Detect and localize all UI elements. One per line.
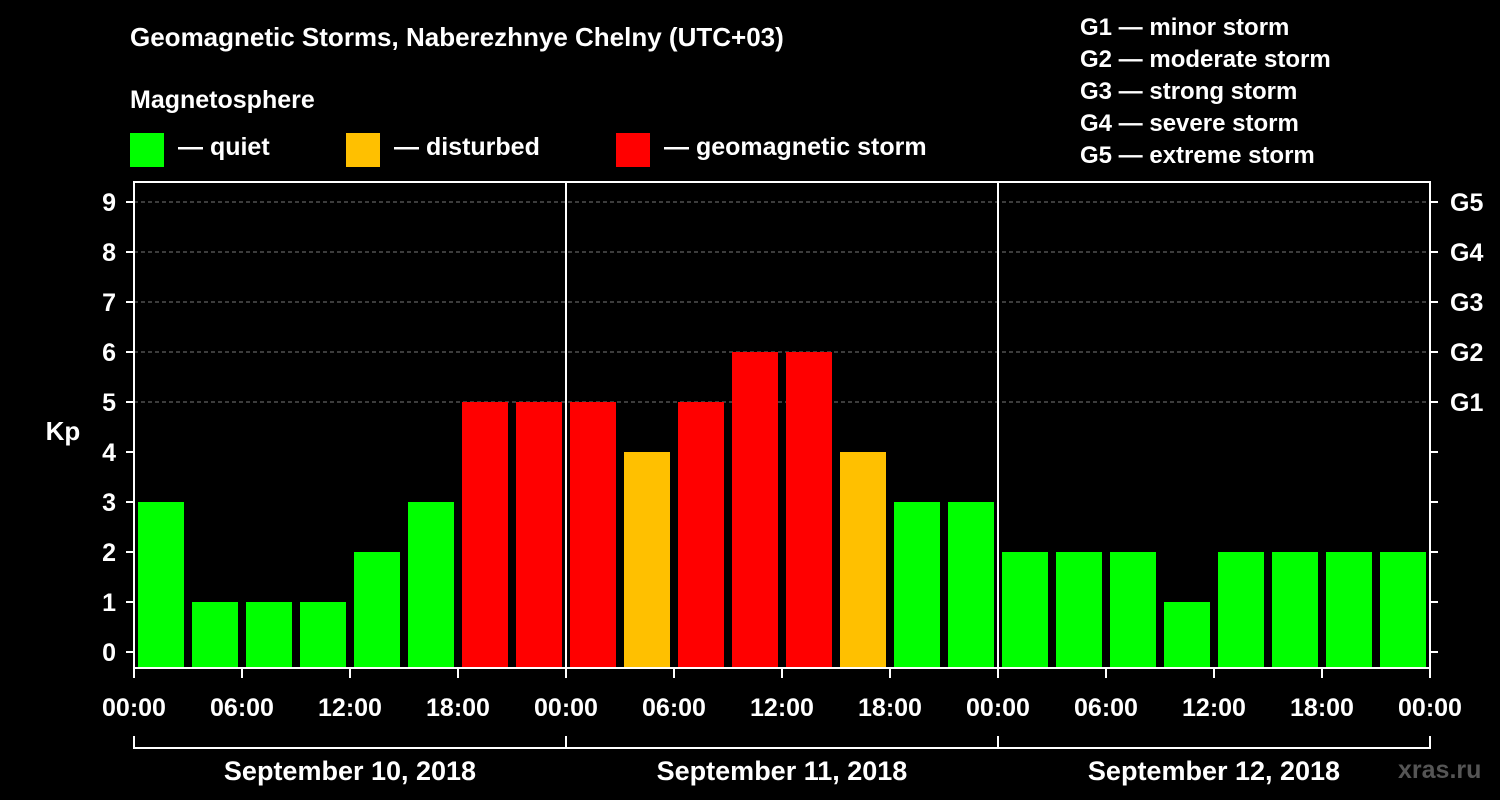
g-legend-item-g3: G3 — strong storm — [1080, 78, 1298, 105]
legend-swatch-disturbed — [346, 133, 380, 167]
x-tick-label-1: 06:00 — [210, 694, 274, 722]
bar-12 — [786, 352, 832, 668]
x-tick-label-3: 18:00 — [426, 694, 490, 722]
g-level-label-g2: G2 — [1450, 339, 1483, 367]
bar-18 — [1110, 552, 1156, 668]
y-tick-label-2: 2 — [102, 539, 116, 567]
x-tick-label-12: 00:00 — [1398, 694, 1462, 722]
g-legend-item-g1: G1 — minor storm — [1080, 14, 1290, 41]
g-level-label-g1: G1 — [1450, 389, 1483, 417]
bar-15 — [948, 502, 994, 668]
watermark: xras.ru — [1398, 756, 1482, 784]
bar-9 — [624, 452, 670, 668]
x-tick-label-11: 18:00 — [1290, 694, 1354, 722]
bar-6 — [462, 402, 508, 668]
bar-23 — [1380, 552, 1426, 668]
g-level-label-g3: G3 — [1450, 289, 1483, 317]
magnetosphere-legend-title: Magnetosphere — [130, 86, 315, 114]
x-tick-label-5: 06:00 — [642, 694, 706, 722]
x-tick-label-10: 12:00 — [1182, 694, 1246, 722]
x-tick-label-7: 18:00 — [858, 694, 922, 722]
bar-16 — [1002, 552, 1048, 668]
g-level-label-g4: G4 — [1450, 239, 1483, 267]
y-tick-label-6: 6 — [102, 339, 116, 367]
bar-2 — [246, 602, 292, 668]
legend-swatch-storm — [616, 133, 650, 167]
x-tick-label-4: 00:00 — [534, 694, 598, 722]
bar-4 — [354, 552, 400, 668]
g-level-label-g5: G5 — [1450, 189, 1483, 217]
y-tick-label-9: 9 — [102, 189, 116, 217]
bar-0 — [138, 502, 184, 668]
bar-19 — [1164, 602, 1210, 668]
x-tick-label-2: 12:00 — [318, 694, 382, 722]
bar-8 — [570, 402, 616, 668]
x-tick-label-0: 00:00 — [102, 694, 166, 722]
y-tick-label-1: 1 — [102, 589, 116, 617]
y-tick-label-3: 3 — [102, 489, 116, 517]
y-tick-label-7: 7 — [102, 289, 116, 317]
g-legend-item-g4: G4 — severe storm — [1080, 110, 1299, 137]
y-tick-label-8: 8 — [102, 239, 116, 267]
g-legend-item-g5: G5 — extreme storm — [1080, 142, 1315, 169]
y-tick-label-5: 5 — [102, 389, 116, 417]
x-tick-label-8: 00:00 — [966, 694, 1030, 722]
x-tick-label-9: 06:00 — [1074, 694, 1138, 722]
bar-7 — [516, 402, 562, 668]
bar-1 — [192, 602, 238, 668]
g-legend-item-g2: G2 — moderate storm — [1080, 46, 1331, 73]
bar-14 — [894, 502, 940, 668]
bar-3 — [300, 602, 346, 668]
y-tick-label-0: 0 — [102, 639, 116, 667]
legend-label-storm: — geomagnetic storm — [664, 133, 927, 161]
bar-13 — [840, 452, 886, 668]
bar-21 — [1272, 552, 1318, 668]
legend-label-disturbed: — disturbed — [394, 133, 540, 161]
bar-22 — [1326, 552, 1372, 668]
date-label-1: September 11, 2018 — [657, 756, 908, 786]
legend-swatch-quiet — [130, 133, 164, 167]
date-label-0: September 10, 2018 — [224, 756, 476, 786]
x-tick-label-6: 12:00 — [750, 694, 814, 722]
bar-5 — [408, 502, 454, 668]
bar-20 — [1218, 552, 1264, 668]
y-tick-label-4: 4 — [102, 439, 116, 467]
bar-17 — [1056, 552, 1102, 668]
bar-10 — [678, 402, 724, 668]
bar-11 — [732, 352, 778, 668]
chart-title: Geomagnetic Storms, Naberezhnye Chelny (… — [130, 22, 784, 52]
legend-label-quiet: — quiet — [178, 133, 270, 161]
date-label-2: September 12, 2018 — [1088, 756, 1340, 786]
y-axis-title: Kp — [46, 416, 81, 446]
